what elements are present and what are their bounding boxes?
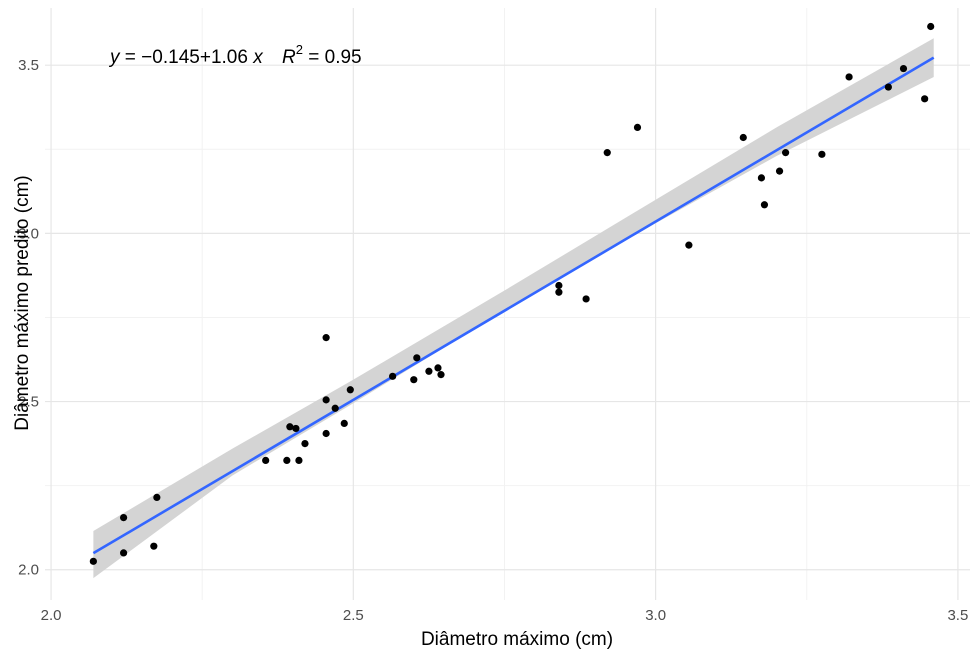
eq-slope: 1.06 <box>211 47 248 68</box>
data-point <box>603 149 611 157</box>
data-point <box>818 150 826 158</box>
data-point <box>775 167 784 175</box>
x-tick-label: 3.0 <box>645 607 666 624</box>
data-point <box>739 133 747 142</box>
data-point <box>782 149 790 157</box>
x-tick-label: 2.5 <box>343 607 364 624</box>
eq-intercept: 0.145 <box>152 47 200 68</box>
y-tick-label: 2.5 <box>18 394 39 411</box>
data-point <box>153 493 161 502</box>
eq-plus: + <box>200 47 211 68</box>
confidence-band <box>93 38 934 579</box>
data-point <box>340 419 348 428</box>
data-point <box>582 295 590 303</box>
data-point <box>899 64 908 73</box>
x-tick-label: 3.5 <box>947 607 968 624</box>
grid-major <box>45 8 970 600</box>
confidence-band-layer <box>93 38 934 579</box>
y-tick-label: 2.0 <box>18 562 39 579</box>
fit-line-layer <box>92 56 935 555</box>
data-point <box>760 201 769 209</box>
data-point <box>555 281 563 290</box>
eq-y-var: y <box>108 47 121 68</box>
data-point <box>283 456 291 465</box>
data-point <box>410 376 418 384</box>
eq-r-equals: = <box>308 47 319 68</box>
data-point <box>685 241 693 249</box>
regression-line <box>92 56 935 555</box>
data-point <box>286 423 294 431</box>
data-point <box>292 424 300 433</box>
eq-r-label: R <box>282 47 296 68</box>
data-point <box>89 557 97 565</box>
data-point <box>389 372 397 380</box>
regression-equation: y = −0.145+1.06 x R2 = 0.95 <box>108 38 362 68</box>
data-point <box>633 123 642 132</box>
eq-r-exponent: 2 <box>296 42 303 57</box>
data-point <box>262 456 270 465</box>
data-point <box>301 439 309 448</box>
x-axis-label: Diâmetro máximo (cm) <box>421 629 613 650</box>
data-point <box>425 367 433 375</box>
data-point <box>331 404 339 412</box>
data-point <box>555 288 563 296</box>
data-point <box>322 396 330 404</box>
data-point <box>150 542 158 550</box>
data-point <box>413 354 421 362</box>
y-tick-label: 3.5 <box>18 57 39 74</box>
eq-equals: = <box>125 47 136 68</box>
data-point <box>757 174 766 182</box>
data-point <box>295 456 303 465</box>
data-point <box>845 73 853 81</box>
x-tick-label: 2.0 <box>41 607 62 624</box>
data-point <box>322 429 330 438</box>
data-point <box>346 386 354 394</box>
eq-x-var: x <box>252 47 264 68</box>
data-point <box>927 22 935 31</box>
data-point <box>119 513 128 522</box>
data-point <box>119 549 128 557</box>
points-layer <box>89 22 935 565</box>
y-tick-label: 3.0 <box>18 225 39 242</box>
data-point <box>434 364 442 372</box>
x-tick-labels: 2.0 2.5 3.0 3.5 <box>41 607 969 624</box>
eq-r-value: 0.95 <box>325 47 362 68</box>
data-point <box>437 371 445 379</box>
eq-minus: − <box>141 47 152 68</box>
y-axis-label: Diâmetro máximo predito (cm) <box>12 175 33 431</box>
y-tick-labels: 2.0 2.5 3.0 3.5 <box>18 57 39 579</box>
data-point <box>884 83 892 91</box>
data-point <box>322 334 330 342</box>
data-point <box>921 95 929 103</box>
